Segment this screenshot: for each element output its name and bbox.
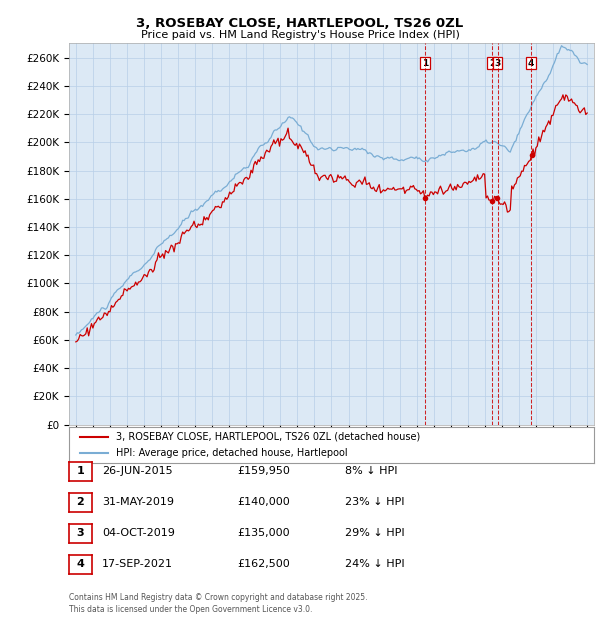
Text: 4: 4 bbox=[528, 59, 534, 68]
Text: Price paid vs. HM Land Registry's House Price Index (HPI): Price paid vs. HM Land Registry's House … bbox=[140, 30, 460, 40]
Text: 23% ↓ HPI: 23% ↓ HPI bbox=[345, 497, 404, 507]
Text: 24% ↓ HPI: 24% ↓ HPI bbox=[345, 559, 404, 569]
Text: 26-JUN-2015: 26-JUN-2015 bbox=[102, 466, 173, 476]
Text: 3: 3 bbox=[494, 59, 501, 68]
Text: £162,500: £162,500 bbox=[237, 559, 290, 569]
Text: 2: 2 bbox=[489, 59, 495, 68]
Text: Contains HM Land Registry data © Crown copyright and database right 2025.
This d: Contains HM Land Registry data © Crown c… bbox=[69, 593, 367, 614]
Text: 1: 1 bbox=[77, 466, 84, 476]
Text: £159,950: £159,950 bbox=[237, 466, 290, 476]
Text: 3, ROSEBAY CLOSE, HARTLEPOOL, TS26 0ZL (detached house): 3, ROSEBAY CLOSE, HARTLEPOOL, TS26 0ZL (… bbox=[116, 432, 421, 442]
Text: 8% ↓ HPI: 8% ↓ HPI bbox=[345, 466, 398, 476]
Text: 04-OCT-2019: 04-OCT-2019 bbox=[102, 528, 175, 538]
Text: 4: 4 bbox=[76, 559, 85, 569]
Text: 17-SEP-2021: 17-SEP-2021 bbox=[102, 559, 173, 569]
Text: £140,000: £140,000 bbox=[237, 497, 290, 507]
Text: 1: 1 bbox=[422, 59, 428, 68]
Text: £135,000: £135,000 bbox=[237, 528, 290, 538]
Text: 31-MAY-2019: 31-MAY-2019 bbox=[102, 497, 174, 507]
Text: 2: 2 bbox=[77, 497, 84, 507]
Text: 3: 3 bbox=[77, 528, 84, 538]
Text: HPI: Average price, detached house, Hartlepool: HPI: Average price, detached house, Hart… bbox=[116, 448, 348, 458]
Text: 3, ROSEBAY CLOSE, HARTLEPOOL, TS26 0ZL: 3, ROSEBAY CLOSE, HARTLEPOOL, TS26 0ZL bbox=[136, 17, 464, 30]
Text: 29% ↓ HPI: 29% ↓ HPI bbox=[345, 528, 404, 538]
